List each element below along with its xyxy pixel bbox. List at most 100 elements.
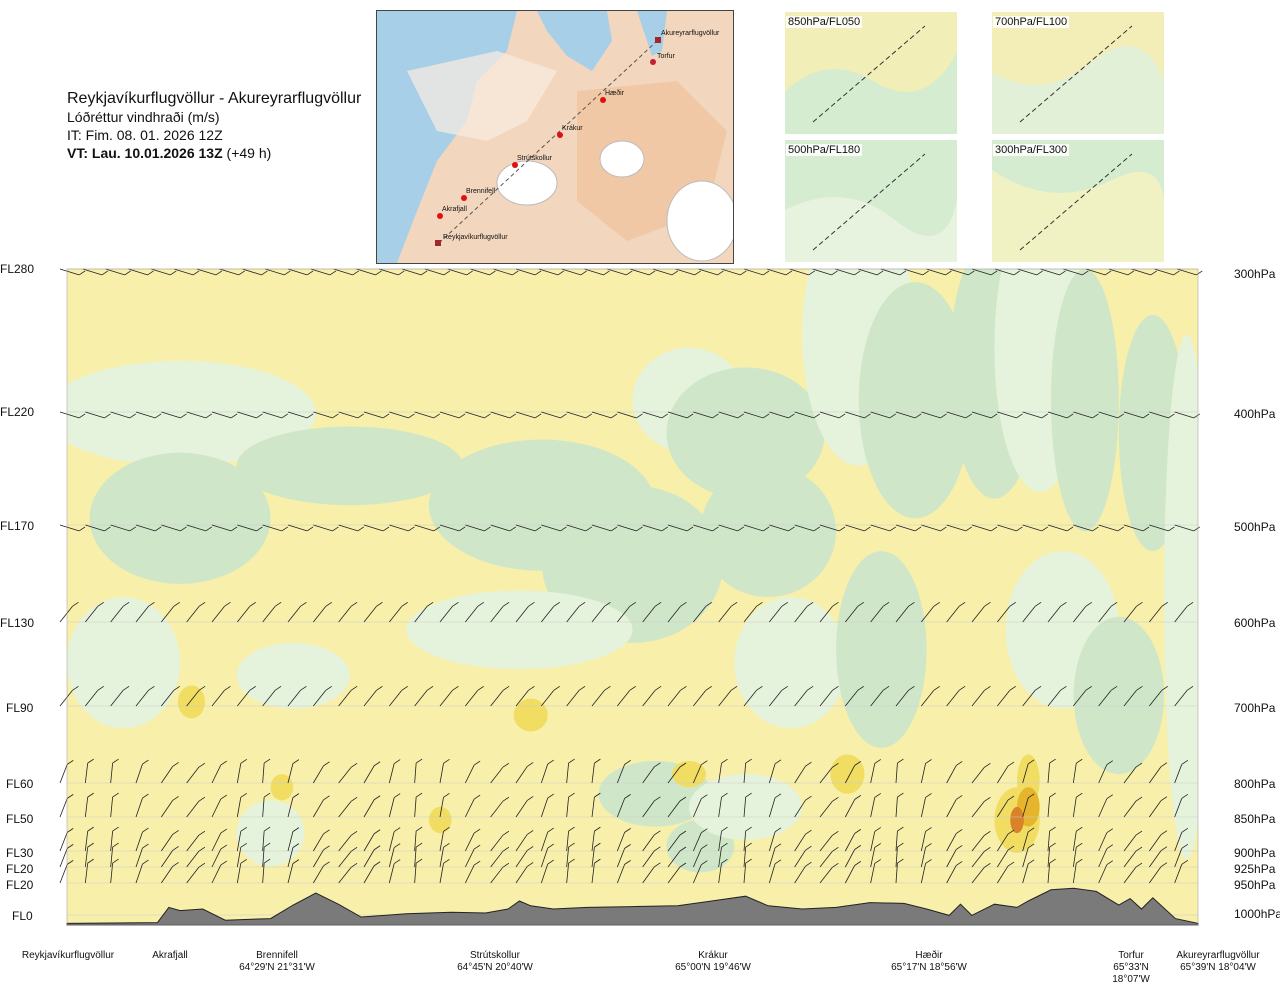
wind-barb-feather [1161,686,1168,691]
wind-barb-feather [292,827,300,832]
wind-barb-feather [357,413,364,419]
thumbnail-500hpa[interactable]: 500hPa/FL180 [785,140,957,262]
wind-barb [388,797,395,818]
wind-barb-feather [1106,860,1114,866]
wind-barb [693,606,707,623]
wind-barb-feather [568,826,575,832]
fl-label: FL170 [0,519,35,533]
wind-barb [819,867,833,884]
wind-barb-feather [426,602,434,607]
hpa-label: 400hPa [1234,407,1276,421]
wind-barb [946,799,957,818]
wind-barb-feather [306,413,314,419]
wind-barb-feather [408,413,415,419]
wind-barb [920,763,926,784]
wind-barb [692,848,702,868]
wind-barb [338,606,352,623]
wind-barb-feather [528,602,535,607]
wind-barb [287,797,294,818]
wind-barb-feather [401,686,408,691]
wind-barb-feather [509,413,516,419]
wind-barb-feather [240,858,248,864]
wind-barb [857,268,878,276]
wind-barb [439,763,444,784]
wind-barb [743,268,764,276]
wind-barb [819,835,833,852]
wind-barb [135,524,156,532]
wind-barb [1123,800,1137,818]
wind-barb [515,800,528,818]
location-label: Akureyrarflugvöllur 65°39'N 18°04'W [1176,950,1260,973]
wind-barb [1174,864,1183,884]
wind-barb [895,606,909,623]
wind-barb-feather [67,794,74,799]
wind-barb-feather [654,846,661,852]
wind-barb-feather [679,862,687,868]
wind-barb [1072,847,1077,868]
wind-barb [591,524,612,532]
wind-barb-feather [624,844,631,849]
wind-barb [439,411,460,419]
wind-barb-feather [933,686,940,691]
thumbnail-850hpa[interactable]: 850hPa/FL050 [785,12,957,134]
wind-barb [616,798,626,818]
wind-barb [1047,690,1061,707]
wind-barb [490,800,504,818]
wind-barb-feather [415,858,423,864]
wind-barb [794,865,806,884]
wind-barb [903,268,923,276]
wind-barb-feather [325,602,332,607]
wind-barb-feather [788,413,795,419]
wind-barb [667,411,688,419]
field-contour [236,426,463,506]
wind-barb-feather [624,828,631,833]
wind-barb-feather [220,860,228,866]
wind-barb-feather [1135,862,1143,868]
wind-barb-feather [874,859,881,864]
wind-barb-feather [925,793,932,798]
wind-barb [414,524,434,532]
wind-barb-feather [173,686,180,691]
wind-barb [333,268,353,276]
wind-barb [59,690,73,707]
wind-barb [540,847,549,868]
wind-barb [895,847,898,868]
wind-barb [465,606,479,623]
wind-barb [870,831,876,852]
wind-barb-feather [101,270,109,276]
wind-barb-feather [534,526,542,532]
wind-barb-feather [148,686,155,691]
wind-barb [135,763,143,784]
wind-barb-feather [350,602,358,607]
field-contour [666,367,825,499]
wind-barb-feather [603,270,610,276]
thumbnail-700hpa[interactable]: 700hPa/FL100 [992,12,1164,134]
wind-barb [464,848,475,868]
wind-barb [819,606,833,623]
wind-barb-feather [1036,270,1043,276]
wind-barb [667,866,681,884]
wind-barb-feather [648,270,656,276]
wind-barb [895,690,909,707]
location-label: Reykjavíkurflugvöllur [21,950,115,961]
wind-barb-feather [832,796,839,802]
wind-barb-feather [832,762,839,768]
wind-barb [1047,831,1051,852]
wind-barb-feather [721,858,728,864]
wind-barb-feather [1186,602,1194,607]
wind-barb [363,765,375,784]
wind-barb [414,863,417,884]
wind-barb [971,851,985,868]
wind-barb [310,268,331,276]
map-label: Hæðir [605,89,625,97]
wind-barb [161,524,181,532]
wind-barb [389,524,409,532]
thumbnail-300hpa[interactable]: 300hPa/FL300 [992,140,1164,262]
wind-barb [566,690,580,707]
wind-barb-feather [686,413,694,419]
wind-barb-feather [408,526,415,532]
thumbnail-map [992,140,1164,262]
wind-barb [338,767,352,784]
wind-barb-feather [224,686,231,691]
wind-barb-feather [240,842,248,848]
